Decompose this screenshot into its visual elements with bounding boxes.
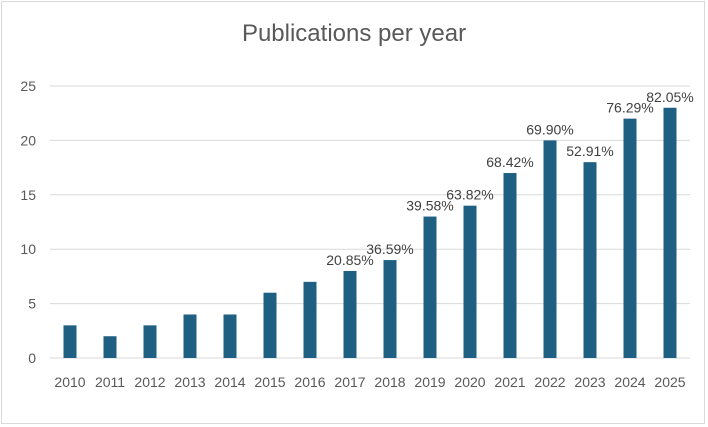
bar: [223, 314, 237, 358]
bars: [63, 107, 677, 358]
x-tick-label: 2025: [654, 374, 685, 390]
bar: [543, 140, 557, 358]
data-labels: 20.85%36.59% 39.58%63.82% 68.42% 69.90% 52.9…: [326, 89, 693, 268]
data-label: 82.05%: [646, 89, 693, 105]
bar: [343, 270, 357, 358]
x-tick-label: 2019: [414, 374, 445, 390]
bar: [183, 314, 197, 358]
x-tick-label: 2023: [574, 374, 605, 390]
x-tick-label: 2022: [534, 374, 565, 390]
bar: [303, 281, 317, 358]
x-tick-label: 2013: [174, 374, 205, 390]
bar: [583, 162, 597, 358]
data-label: 39.58%: [406, 198, 453, 214]
x-tick-label: 2014: [214, 374, 245, 390]
y-tick-label: 20: [20, 132, 36, 148]
bar: [463, 205, 477, 358]
y-tick-label: 0: [28, 350, 36, 366]
y-tick-label: 15: [20, 187, 36, 203]
data-label: 63.82%: [446, 187, 493, 203]
y-tick-label: 5: [28, 296, 36, 312]
y-axis-ticks: 0 5 10 15 20 25: [20, 78, 36, 366]
data-label: 20.85%: [326, 252, 373, 268]
bar: [143, 325, 157, 358]
x-axis-ticks: 2010 2011 2012 2013 2014 2015 2016 2017 2018 2019…: [54, 374, 685, 390]
y-tick-label: 10: [20, 241, 36, 257]
x-tick-label: 2011: [95, 374, 125, 390]
x-tick-label: 2016: [294, 374, 325, 390]
x-tick-label: 2015: [254, 374, 285, 390]
bar: [423, 216, 437, 358]
chart-title: Publications per year: [241, 20, 467, 47]
x-tick-label: 2020: [454, 374, 485, 390]
bar: [663, 107, 677, 358]
data-label: 36.59%: [366, 241, 413, 257]
data-label: 68.42%: [486, 154, 533, 170]
x-tick-label: 2017: [334, 374, 365, 390]
bar: [263, 292, 277, 358]
data-label: 76.29%: [606, 100, 653, 116]
y-tick-label: 25: [20, 78, 36, 94]
bar: [503, 173, 517, 358]
x-tick-label: 2018: [374, 374, 405, 390]
bar: [623, 118, 637, 358]
gridlines: [50, 85, 690, 359]
data-label: 69.90%: [526, 121, 573, 137]
x-tick-label: 2024: [614, 374, 645, 390]
bar: [103, 336, 117, 358]
x-tick-label: 2021: [494, 374, 525, 390]
bar: [63, 325, 77, 358]
x-tick-label: 2012: [134, 374, 165, 390]
data-label: 52.91%: [566, 143, 613, 159]
x-tick-label: 2010: [54, 374, 85, 390]
bar: [383, 260, 397, 358]
